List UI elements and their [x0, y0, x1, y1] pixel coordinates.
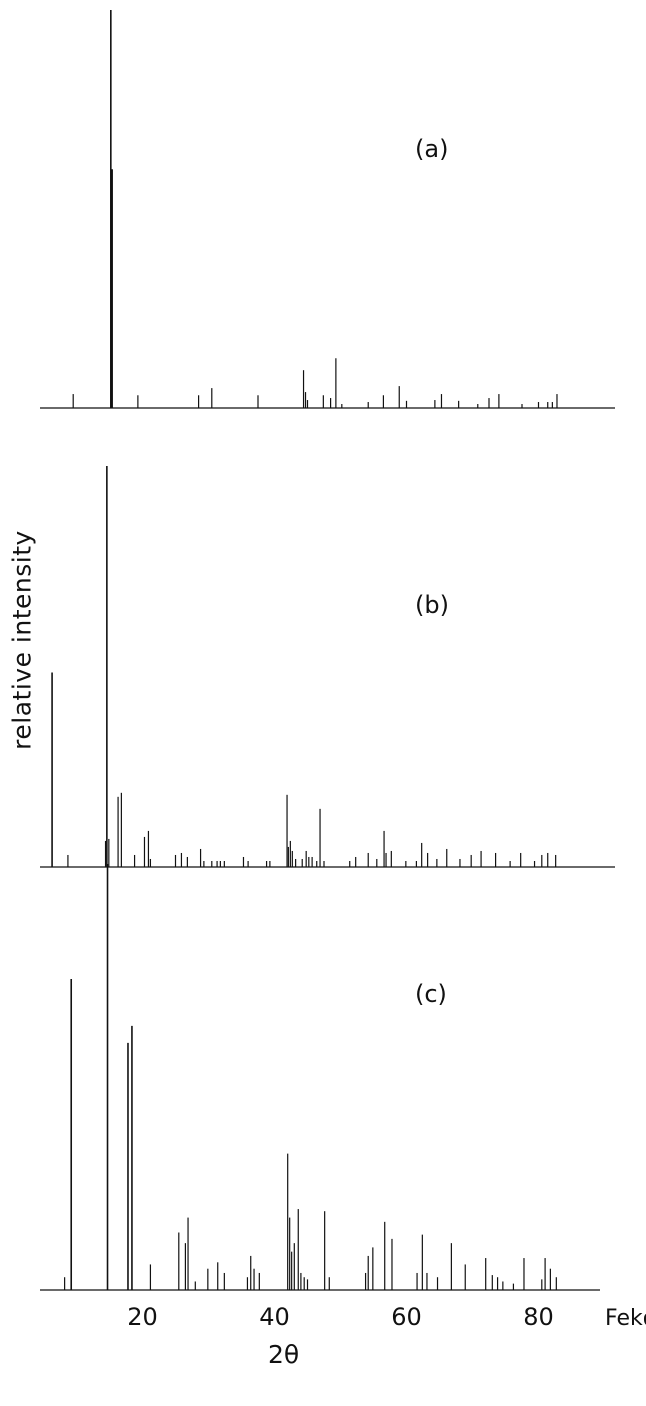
x-tick-label: 60 [391, 1303, 422, 1331]
chart-panel-a: (a) [40, 10, 615, 409]
x-tick-label: 80 [523, 1303, 554, 1331]
panel-label: (a) [415, 135, 448, 163]
x-tick-label: 20 [127, 1303, 158, 1331]
y-axis-label: relative intensity [7, 530, 37, 750]
x-axis-label: 2θ [268, 1340, 300, 1369]
x-tick-label: 40 [259, 1303, 290, 1331]
chart-panel-b: (b) [40, 466, 615, 868]
panel-label: (c) [415, 980, 447, 1008]
panel-label: (b) [415, 591, 449, 619]
chart-panel-c: (c) 20 40 60 80 Fekα [40, 864, 646, 1331]
x-unit-label: Fekα [605, 1306, 646, 1331]
